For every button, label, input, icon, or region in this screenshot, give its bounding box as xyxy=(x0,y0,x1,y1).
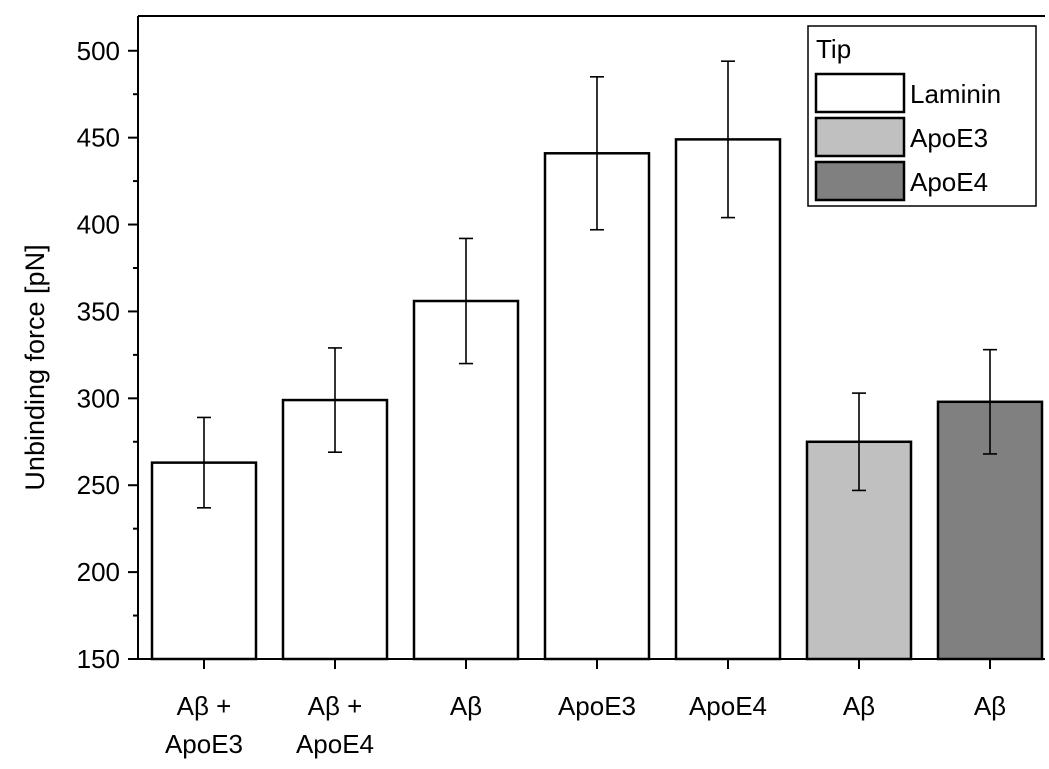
bars-group xyxy=(150,138,1044,661)
error-bars-group xyxy=(197,60,997,509)
x-category-label: Aβ + xyxy=(308,691,363,721)
y-tick-label: 300 xyxy=(77,383,120,413)
x-category-label: ApoE4 xyxy=(296,729,374,759)
y-axis: 150 200 250 300 350 400 450 500 xyxy=(77,36,138,674)
y-tick-label: 450 xyxy=(77,123,120,153)
x-category-label: Aβ + xyxy=(177,691,232,721)
x-category-label: ApoE3 xyxy=(558,691,636,721)
y-tick-label: 350 xyxy=(77,296,120,326)
y-axis-label: Unbinding force [pN] xyxy=(20,244,50,490)
y-tick-label: 250 xyxy=(77,470,120,500)
legend-title: Tip xyxy=(816,34,851,64)
legend: Tip Laminin ApoE3 ApoE4 xyxy=(807,25,1037,207)
y-tick-label: 150 xyxy=(77,644,120,674)
x-category-label: ApoE3 xyxy=(165,729,243,759)
legend-label: Laminin xyxy=(910,79,1001,109)
legend-swatch xyxy=(814,160,906,202)
x-category-label: Aβ xyxy=(450,691,482,721)
y-tick-label: 500 xyxy=(77,36,120,66)
x-category-label: Aβ xyxy=(843,691,875,721)
legend-label: ApoE3 xyxy=(910,123,988,153)
legend-swatch xyxy=(814,116,906,158)
y-tick-label: 400 xyxy=(77,210,120,240)
legend-swatch xyxy=(814,72,906,114)
x-axis: Aβ + ApoE3 Aβ + ApoE4 Aβ ApoE3 ApoE4 Aβ Aβ xyxy=(165,659,1006,759)
legend-label: ApoE4 xyxy=(910,167,988,197)
x-category-label: ApoE4 xyxy=(689,691,767,721)
x-category-label: Aβ xyxy=(974,691,1006,721)
y-tick-label: 200 xyxy=(77,557,120,587)
